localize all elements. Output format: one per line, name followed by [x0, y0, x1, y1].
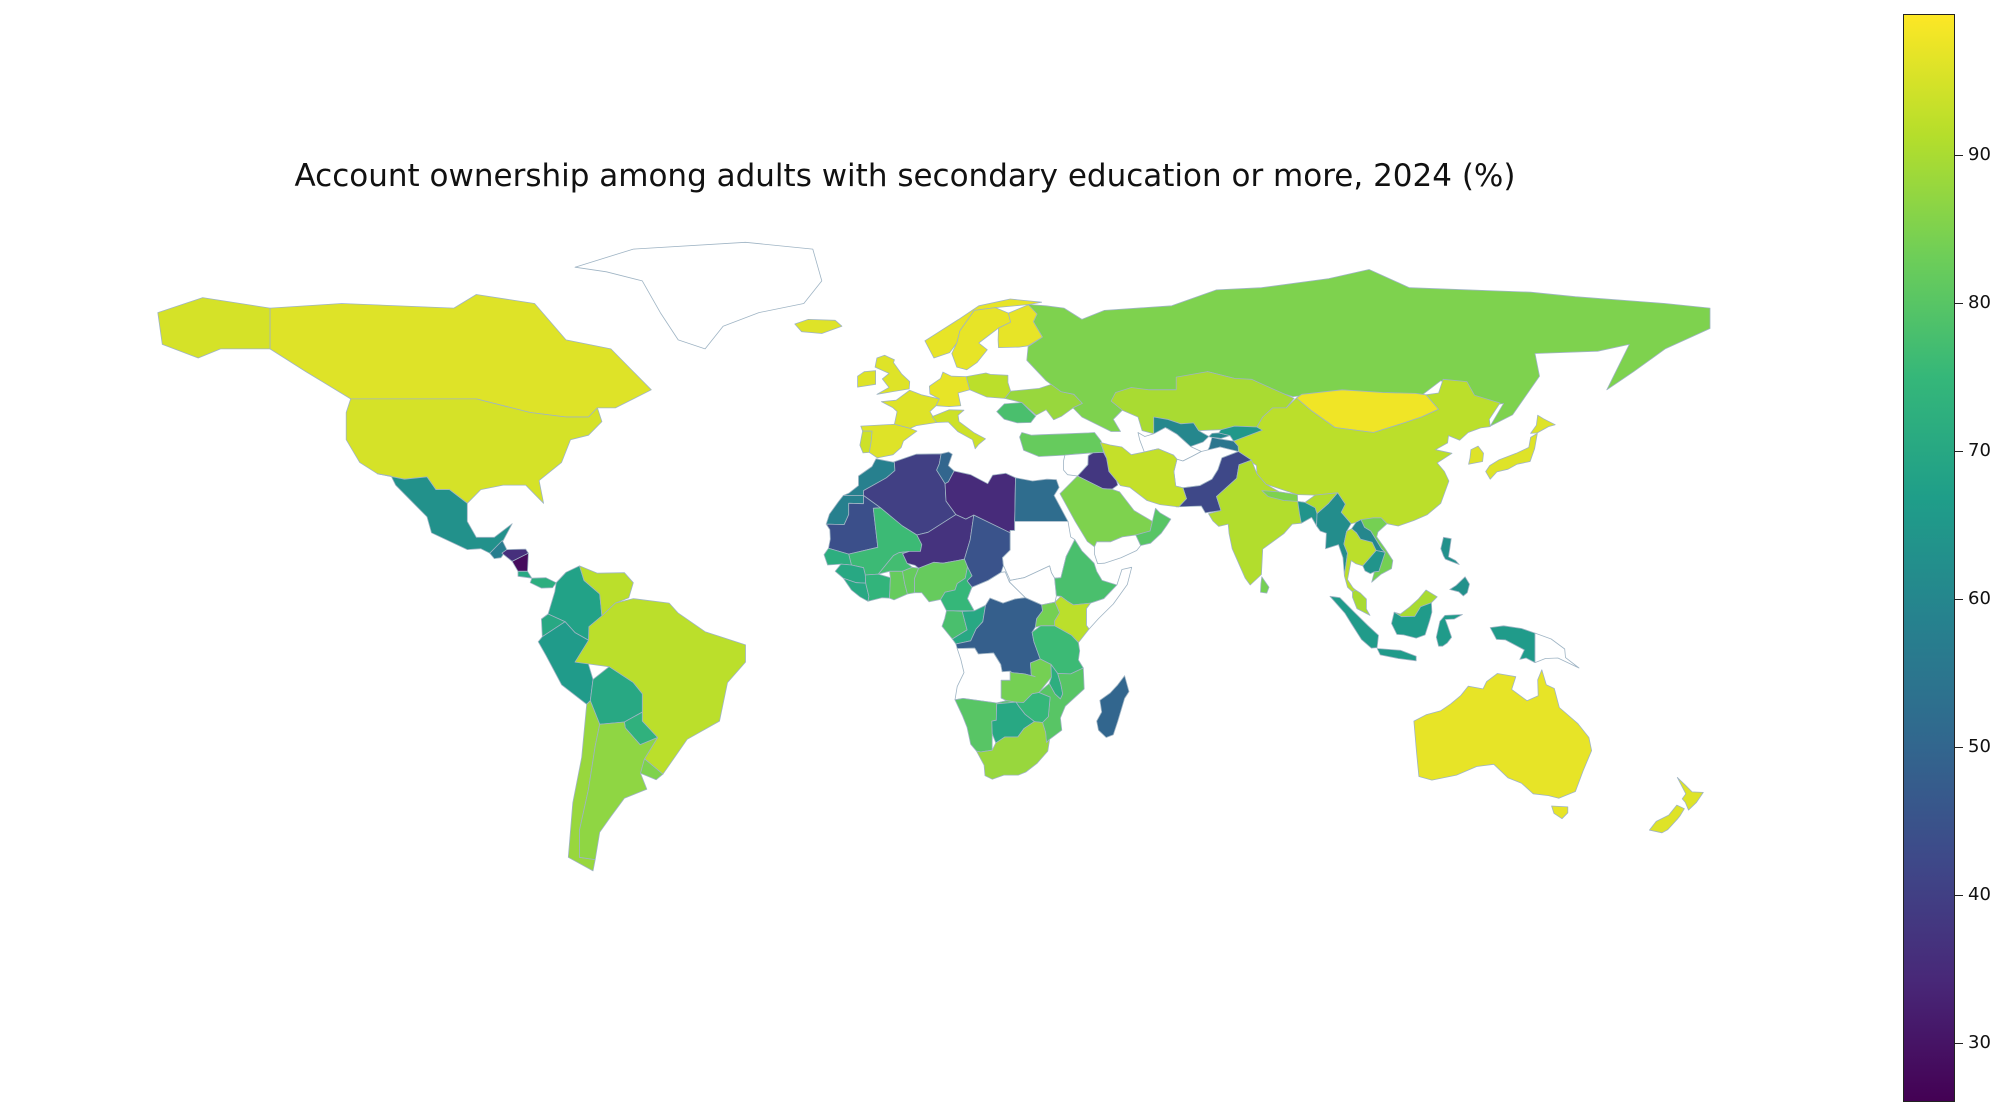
- colorbar-tick-label: 40: [1968, 883, 1991, 905]
- country-madagascar: [1096, 675, 1130, 738]
- country-germany: [929, 371, 971, 408]
- country-honduras: [501, 548, 529, 562]
- country-java: [1376, 648, 1417, 662]
- country-malaysia: [1352, 589, 1371, 616]
- country-papua-new-guinea: [1534, 632, 1580, 669]
- country-syria: [1063, 452, 1094, 477]
- country-cote-d-ivoire: [864, 573, 891, 602]
- country-argentina: [579, 721, 658, 860]
- country-panama: [529, 577, 557, 589]
- country-new-guinea-id: [1489, 625, 1536, 663]
- country-iceland: [794, 318, 843, 334]
- country-yemen: [1094, 534, 1142, 564]
- country-egypt: [1014, 477, 1069, 522]
- country-australia: [1413, 669, 1592, 799]
- country-tasmania: [1551, 805, 1569, 820]
- country-mauritania: [825, 495, 881, 555]
- country-cambodia: [1362, 550, 1386, 574]
- colorbar-tick-label: 70: [1968, 439, 1991, 461]
- country-iran: [1099, 441, 1187, 508]
- colorbar-tick-label: 50: [1968, 735, 1991, 757]
- country-pakistan: [1175, 451, 1252, 514]
- country-south-korea: [1468, 445, 1484, 465]
- colorbar-tick: [1955, 1042, 1963, 1044]
- colorbar: [1903, 14, 1955, 1102]
- colorbar-tick-label: 30: [1968, 1031, 1991, 1053]
- country-borneo-id: [1391, 602, 1433, 639]
- country-france: [881, 389, 940, 429]
- country-new-zealand: [1676, 777, 1704, 811]
- colorbar-tick-label: 80: [1968, 291, 1991, 313]
- colorbar-tick-label: 60: [1968, 587, 1991, 609]
- country-philippines: [1440, 536, 1460, 565]
- country-uruguay: [640, 758, 664, 781]
- country-italy: [931, 409, 986, 450]
- country-romania: [996, 402, 1037, 424]
- colorbar-tick-label: 90: [1968, 143, 1991, 165]
- world-map: [157, 241, 1711, 872]
- country-turkey: [1019, 432, 1104, 457]
- country-venezuela: [579, 565, 634, 617]
- country-hokkaido: [1530, 414, 1556, 434]
- country-sri-lanka: [1260, 576, 1270, 594]
- country-costa-rica: [517, 570, 533, 579]
- country-mindanao: [1449, 576, 1470, 597]
- country-sulawesi: [1435, 614, 1463, 647]
- country-alaska: [157, 297, 271, 359]
- countries-layer: [157, 241, 1711, 872]
- country-guinea: [834, 563, 867, 584]
- country-indonesia: [1329, 595, 1379, 649]
- country-kyrgyzstan: [1218, 425, 1263, 442]
- colorbar-tick: [1955, 598, 1963, 600]
- country-ireland: [857, 370, 876, 388]
- country-nz-south: [1649, 804, 1685, 834]
- map-title: Account ownership among adults with seco…: [294, 158, 1516, 194]
- colorbar-tick: [1955, 302, 1963, 304]
- country-portugal: [859, 430, 873, 454]
- colorbar-tick: [1955, 450, 1963, 452]
- country-vietnam: [1360, 517, 1394, 583]
- colorbar-tick: [1955, 894, 1963, 896]
- country-south-africa: [976, 721, 1050, 780]
- country-oman: [1135, 507, 1172, 546]
- country-greenland: [574, 241, 823, 350]
- colorbar-tick: [1955, 154, 1963, 156]
- country-japan: [1485, 432, 1538, 480]
- country-poland: [965, 372, 1011, 399]
- country-mexico: [377, 473, 513, 554]
- country-united-kingdom: [874, 354, 911, 395]
- colorbar-tick: [1955, 746, 1963, 748]
